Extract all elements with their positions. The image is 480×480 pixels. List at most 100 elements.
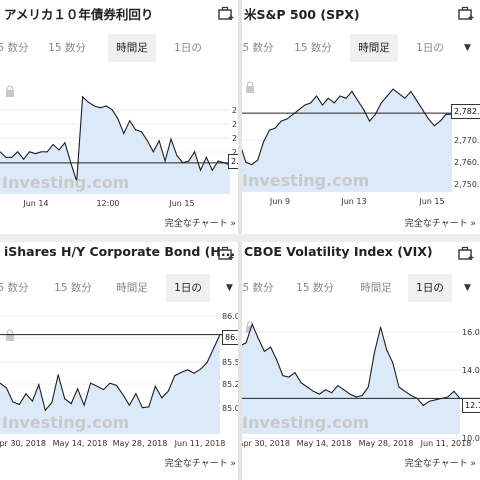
data-point xyxy=(318,393,320,395)
y-tick-label: 85.00 xyxy=(222,404,240,413)
briefcase-plus-icon[interactable] xyxy=(458,246,474,260)
data-point xyxy=(404,390,406,392)
panel-title[interactable]: アメリカ１０年債券利回り xyxy=(4,7,154,22)
panel-title[interactable]: 米S&P 500 (SPX) xyxy=(244,7,360,22)
tab-hourly[interactable]: 時間足 xyxy=(350,34,398,62)
y-tick-label: 16.0 xyxy=(462,328,480,337)
x-tick-label: Apr 30, 2018 xyxy=(240,439,290,448)
data-point xyxy=(123,133,125,134)
y-tick-label: 2.9 xyxy=(232,134,240,143)
lock-icon xyxy=(246,81,254,93)
caret-down-icon[interactable]: ▼ xyxy=(464,283,471,293)
briefcase-plus-icon[interactable] xyxy=(218,6,234,20)
data-point xyxy=(312,390,314,392)
tab-hourly[interactable]: 時間足 xyxy=(360,282,392,294)
data-point xyxy=(57,374,59,376)
panel-title[interactable]: CBOE Volatility Index (VIX) xyxy=(244,244,433,259)
data-point xyxy=(99,107,101,109)
data-point xyxy=(82,96,84,98)
data-point xyxy=(427,118,429,120)
data-point xyxy=(164,160,166,162)
tab-hourly[interactable]: 時間足 xyxy=(116,282,148,294)
data-point xyxy=(276,359,278,361)
full-chart-link[interactable]: 完全なチャート » xyxy=(404,459,476,469)
data-point xyxy=(148,406,150,408)
data-point xyxy=(392,362,394,364)
tab-15min[interactable]: 15 数分 xyxy=(48,42,86,54)
tab-15min[interactable]: 15 数分 xyxy=(296,282,334,294)
lock-body xyxy=(6,334,14,341)
data-point xyxy=(392,88,394,90)
data-point xyxy=(263,141,265,143)
tab-daily[interactable]: 1日の xyxy=(174,42,202,54)
data-point xyxy=(349,393,351,395)
tab-5min[interactable]: 5 数分 xyxy=(242,42,274,54)
tab-daily[interactable]: 1日の xyxy=(416,42,444,54)
data-point xyxy=(345,97,347,99)
x-tick-label: May 14, 2018 xyxy=(53,439,108,448)
caret-down-icon[interactable]: ▼ xyxy=(464,43,471,53)
data-point xyxy=(447,396,449,398)
full-chart-link[interactable]: 完全なチャート » xyxy=(164,459,236,469)
watermark: Investing.com xyxy=(2,173,129,192)
data-point xyxy=(321,104,323,106)
data-point xyxy=(374,113,376,115)
timeframe-tabs: 5 数分 15 数分 時間足 1日の xyxy=(0,34,240,62)
y-tick-label: 85.50 xyxy=(222,358,240,367)
data-point xyxy=(288,376,290,378)
data-point xyxy=(211,169,213,171)
data-point xyxy=(122,394,124,396)
price-tag: 2,782.49 xyxy=(451,104,480,119)
briefcase-plus-icon[interactable] xyxy=(458,6,474,20)
data-point xyxy=(206,362,208,363)
x-tick-label: Jun 15 xyxy=(168,199,194,208)
tab-hourly[interactable]: 時間足 xyxy=(108,34,156,62)
data-point xyxy=(361,395,363,396)
y-tick-label: 2.9 xyxy=(232,120,240,129)
data-point xyxy=(205,156,207,158)
x-tick-label: 12:00 xyxy=(96,199,119,208)
chart-panel-us10y: アメリカ１０年債券利回り 5 数分 15 数分 時間足 1日の Investin… xyxy=(0,0,240,240)
data-point xyxy=(292,113,294,115)
data-point xyxy=(433,125,435,127)
data-point xyxy=(245,161,247,163)
data-point xyxy=(304,104,306,106)
tab-5min[interactable]: 5 数分 xyxy=(0,42,29,54)
data-point xyxy=(158,140,160,142)
data-point xyxy=(422,109,424,111)
full-chart-link[interactable]: 完全なチャート » xyxy=(164,219,236,229)
data-point xyxy=(29,151,30,153)
data-point xyxy=(386,95,388,97)
data-point xyxy=(373,352,375,354)
data-point xyxy=(333,102,335,104)
y-tick-label: 14.0 xyxy=(462,366,480,375)
panel-title[interactable]: iShares H/Y Corporate Bond (H... xyxy=(4,244,236,259)
panel-divider-horizontal xyxy=(0,234,480,242)
data-point xyxy=(339,95,341,97)
tab-daily[interactable]: 1日の xyxy=(166,274,210,302)
data-point xyxy=(161,397,163,399)
data-point xyxy=(337,385,339,387)
data-point xyxy=(300,382,302,384)
data-point xyxy=(154,385,156,387)
lock-body xyxy=(246,86,254,93)
data-point xyxy=(116,385,117,386)
lock-shackle xyxy=(6,85,14,90)
price-tag: 2.9 xyxy=(228,154,240,169)
briefcase-plus-icon[interactable] xyxy=(218,246,234,260)
tab-5min[interactable]: 5 数分 xyxy=(242,282,274,294)
caret-down-icon[interactable]: ▼ xyxy=(226,283,233,293)
data-point xyxy=(58,149,60,151)
tab-15min[interactable]: 15 数分 xyxy=(294,42,332,54)
data-point xyxy=(105,105,107,107)
data-point xyxy=(404,97,406,99)
data-point xyxy=(213,348,214,349)
series-area xyxy=(0,96,230,194)
tab-daily[interactable]: 1日の xyxy=(408,274,452,302)
full-chart-link[interactable]: 完全なチャート » xyxy=(404,219,476,229)
tab-5min[interactable]: 5 数分 xyxy=(0,282,29,294)
data-point xyxy=(435,399,437,401)
tab-15min[interactable]: 15 数分 xyxy=(54,282,92,294)
price-tag: 86.17 xyxy=(222,330,240,345)
data-point xyxy=(5,156,7,158)
